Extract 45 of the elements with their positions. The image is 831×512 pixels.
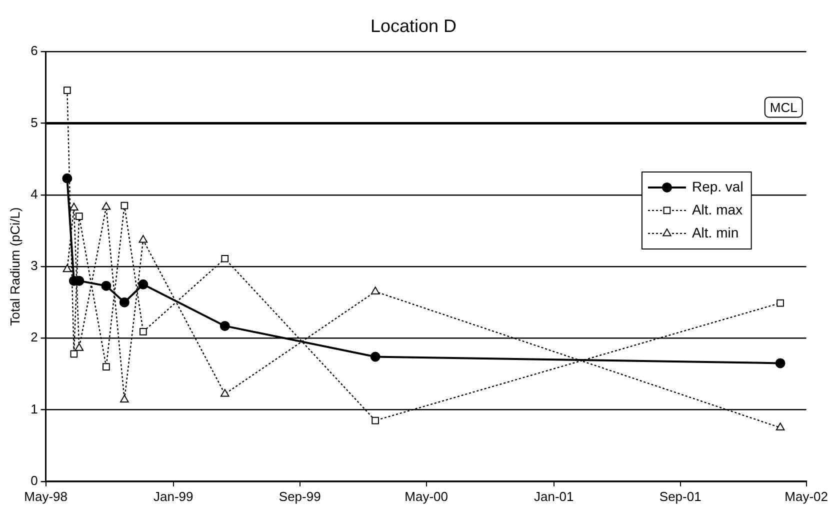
point — [776, 299, 784, 307]
point — [220, 320, 230, 331]
point — [138, 234, 148, 243]
x-tick-label: May-98 — [24, 488, 68, 504]
x-tick-label: Jan-01 — [534, 488, 574, 504]
x-tick-label: Sep-01 — [659, 488, 702, 504]
point — [75, 212, 83, 220]
point — [370, 286, 380, 294]
y-tick-label: 4 — [30, 186, 38, 202]
y-axis-title: Total Radium (pCi/L) — [7, 207, 22, 326]
point — [102, 363, 110, 370]
y-tick-label: 5 — [30, 114, 38, 130]
point — [220, 389, 230, 397]
ref-line-label: MCL — [770, 100, 798, 115]
point — [63, 86, 71, 94]
chart-title: Location D — [370, 16, 457, 36]
legend-label: Alt. max — [692, 201, 743, 218]
point — [372, 416, 380, 424]
point — [775, 358, 786, 368]
point — [101, 280, 112, 291]
legend-label: Rep. val — [692, 178, 744, 194]
point — [102, 202, 111, 210]
point — [120, 202, 128, 210]
point — [74, 343, 84, 351]
point — [221, 254, 229, 262]
point — [70, 202, 78, 211]
y-tick-label: 1 — [30, 401, 38, 416]
y-tick-label: 0 — [30, 472, 38, 488]
x-tick-label: Sep-99 — [278, 488, 321, 504]
y-tick-label: 6 — [30, 43, 38, 58]
point — [62, 264, 72, 272]
point — [139, 328, 147, 336]
point — [776, 422, 785, 430]
point — [120, 394, 129, 402]
point — [138, 279, 148, 290]
point — [62, 173, 72, 184]
y-tick-label: 3 — [30, 258, 38, 274]
point — [119, 297, 130, 308]
legend-label: Alt. min — [692, 224, 739, 240]
y-tick-label: 2 — [30, 330, 38, 345]
point — [370, 352, 380, 362]
x-tick-label: Jan-99 — [153, 488, 194, 504]
point — [70, 350, 78, 358]
x-tick-label: May-00 — [404, 488, 448, 504]
x-tick-label: May-02 — [784, 488, 828, 504]
